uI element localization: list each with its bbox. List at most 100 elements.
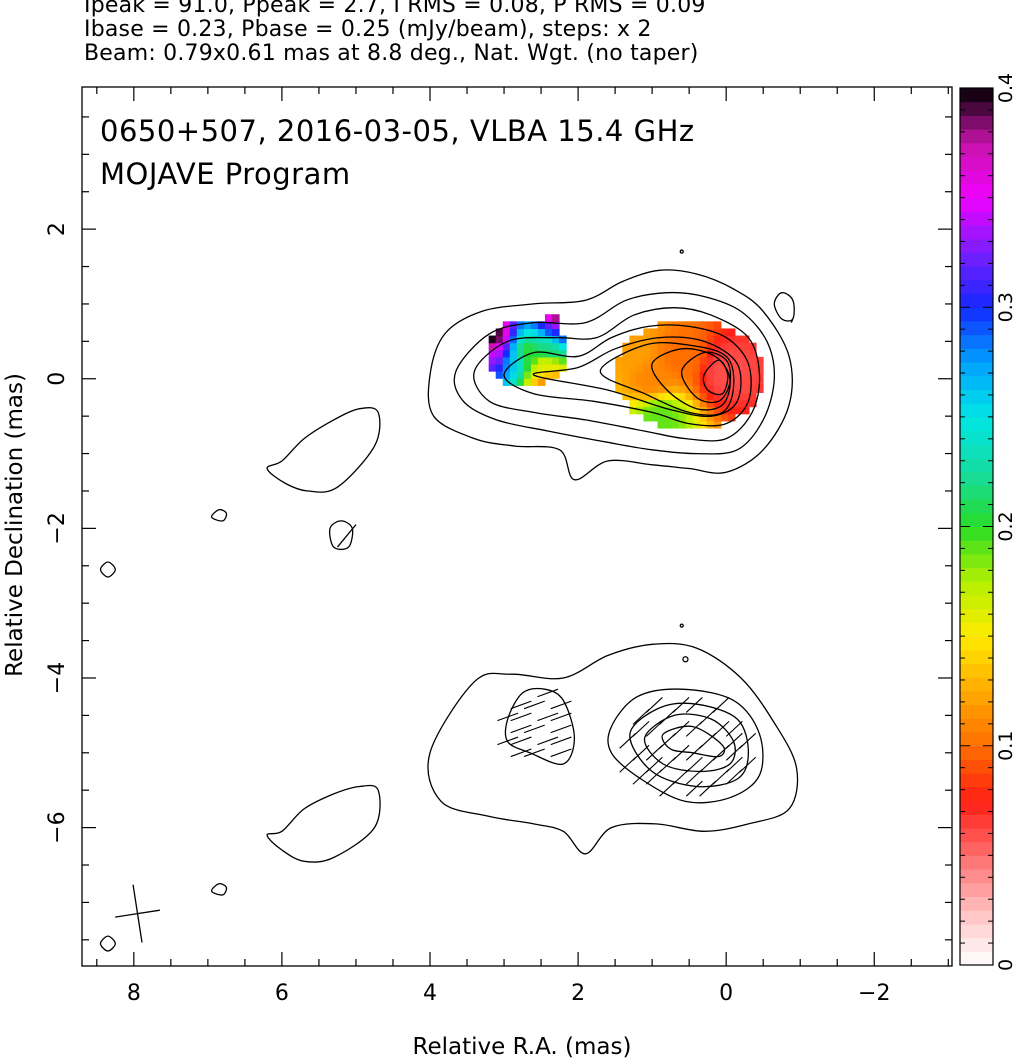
polarization-pixel	[713, 420, 722, 429]
polarization-pixel	[692, 328, 701, 337]
colorbar-segment	[960, 855, 993, 870]
colorbar-segment	[960, 101, 993, 116]
colorbar-segment	[960, 307, 993, 322]
polarization-pixel	[530, 363, 539, 372]
polarization-pixel	[502, 363, 511, 372]
polarization-pixel	[741, 356, 750, 365]
polarization-pixel	[678, 328, 687, 337]
colorbar-segment	[960, 745, 993, 760]
polarization-pixel	[706, 371, 715, 379]
polarization-pixel	[692, 378, 701, 386]
polarization-pixel	[727, 328, 736, 337]
colorbar-segment	[960, 403, 993, 418]
colorbar-segment	[960, 581, 993, 596]
polarization-pixel	[523, 335, 532, 344]
polarization-vector	[739, 756, 757, 773]
polarization-pixel	[720, 349, 729, 358]
polarization-pixel	[537, 356, 546, 365]
polarization-pixel	[671, 356, 680, 365]
polarization-pixel	[629, 356, 637, 365]
colorbar-segment	[960, 759, 993, 774]
polarization-pixel	[720, 385, 729, 394]
y-axis-label: Relative Declination (mas)	[2, 373, 28, 677]
polarization-pixel	[643, 413, 652, 422]
polarization-pixel	[664, 378, 673, 386]
colorbar-segment	[960, 923, 993, 939]
polarization-pixel	[516, 356, 525, 365]
polarization-pixel	[727, 399, 736, 408]
polarization-pixel	[734, 371, 743, 379]
polarization-pixel	[699, 392, 708, 401]
contour-line	[99, 935, 116, 952]
contour-line	[210, 508, 228, 522]
polarization-pixel	[685, 363, 694, 372]
contour-line	[679, 623, 684, 628]
polarization-pixel	[629, 342, 637, 351]
polarization-pixel	[657, 356, 666, 365]
polarization-pixel	[544, 356, 553, 365]
polarization-pixel	[734, 406, 743, 415]
colorbar-segment	[960, 636, 993, 651]
polarization-vector	[523, 748, 545, 758]
colorbar-segment	[960, 882, 993, 897]
polarization-vector	[632, 744, 650, 761]
x-tick-label: 8	[127, 981, 141, 1006]
colorbar-segment	[960, 773, 993, 788]
polarization-pixel	[699, 356, 708, 365]
y-tick-label: −2	[45, 512, 70, 544]
x-tick-label: −2	[858, 981, 890, 1006]
polarization-pixel	[523, 363, 532, 372]
contour-line	[427, 642, 799, 855]
polarization-pixel	[706, 342, 715, 351]
polarization-pixel	[699, 363, 708, 372]
polarization-pixel	[643, 342, 652, 351]
polarization-pixel	[748, 378, 757, 386]
polarization-vector	[550, 748, 572, 758]
polarization-pixel	[516, 328, 525, 337]
polarization-pixel	[636, 371, 645, 379]
polarization-pixel	[544, 328, 553, 337]
polarization-pixel	[720, 363, 729, 372]
polarization-pixel	[643, 406, 652, 415]
colorbar-segment	[960, 320, 993, 336]
plot-frame	[81, 86, 953, 967]
colorbar-segment	[960, 457, 993, 473]
polarization-pixel	[537, 378, 546, 386]
polarization-pixel	[516, 363, 525, 372]
polarization-pixel	[671, 342, 680, 351]
polarization-vector	[725, 732, 743, 749]
colorbar-segment	[960, 238, 993, 253]
polarization-pixel	[657, 335, 666, 344]
polarization-pixel	[537, 371, 546, 379]
polarization-pixel	[657, 328, 666, 337]
contour-line	[643, 713, 736, 773]
polarization-pixel	[734, 378, 743, 386]
contour-line	[453, 291, 776, 455]
polarization-pixel	[636, 406, 645, 415]
polarization-pixel	[706, 356, 715, 365]
colorbar-segment	[960, 677, 993, 692]
polarization-pixel	[664, 392, 673, 401]
colorbar-segment	[960, 416, 993, 432]
polarization-pixel	[692, 399, 701, 408]
polarization-pixel	[685, 392, 694, 401]
polarization-pixel	[495, 328, 504, 337]
contour-line	[702, 359, 729, 396]
polarization-pixel	[734, 335, 743, 344]
header-line-3: Beam: 0.79x0.61 mas at 8.8 deg., Nat. Wg…	[84, 41, 699, 66]
polarization-pixel	[692, 385, 701, 394]
polarization-pixel	[741, 399, 750, 408]
polarization-pixel	[495, 342, 504, 351]
polarization-pixel	[727, 356, 736, 365]
polarization-pixel	[671, 371, 680, 379]
polarization-pixel	[734, 356, 743, 365]
colorbar-tick-label: 0.1	[995, 731, 1017, 761]
polarization-pixel	[706, 385, 715, 394]
contour-line	[329, 520, 354, 551]
polarization-pixel	[699, 349, 708, 358]
polarization-vector	[497, 712, 519, 722]
polarization-pixel	[741, 385, 750, 394]
polarization-pixel	[636, 349, 645, 358]
polarization-pixel	[664, 385, 673, 394]
polarization-vector	[712, 720, 730, 737]
